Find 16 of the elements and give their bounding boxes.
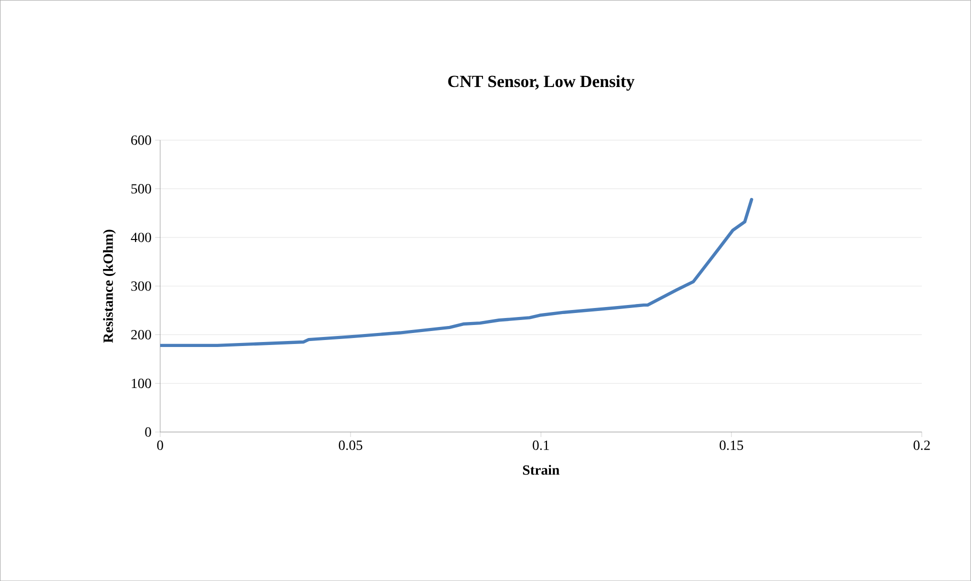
y-tick-label: 200 bbox=[131, 330, 152, 340]
y-tick-label: 400 bbox=[130, 232, 152, 242]
y-tick-label: 100 bbox=[132, 378, 152, 388]
y-axis-title: Resistance (kOhm) bbox=[103, 230, 116, 343]
y-tick-label: 500 bbox=[131, 184, 152, 194]
y-tick-label: 0 bbox=[145, 427, 152, 437]
x-tick-label: 0.2 bbox=[914, 440, 930, 450]
x-tick-label: 0.05 bbox=[338, 440, 362, 450]
x-axis-title: Strain bbox=[523, 464, 560, 475]
x-tick-label: 0 bbox=[157, 440, 164, 450]
y-tick-label: 600 bbox=[131, 135, 152, 145]
y-tick-label: 300 bbox=[131, 281, 152, 291]
x-tick-label: 0.1 bbox=[532, 440, 549, 450]
line-series bbox=[160, 198, 754, 347]
x-tick-label: 0.15 bbox=[720, 440, 744, 450]
chart-title: CNT Sensor, Low Density bbox=[448, 75, 634, 91]
